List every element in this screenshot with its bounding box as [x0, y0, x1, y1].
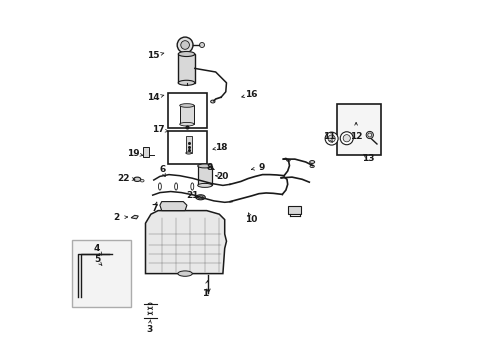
Polygon shape	[145, 211, 226, 274]
Text: 16: 16	[245, 90, 258, 99]
Bar	[168, 131, 206, 164]
Ellipse shape	[367, 133, 371, 137]
Circle shape	[199, 42, 204, 48]
Ellipse shape	[196, 195, 205, 200]
Text: 8: 8	[206, 163, 212, 172]
Circle shape	[177, 37, 193, 53]
Ellipse shape	[179, 122, 194, 126]
Bar	[179, 105, 194, 124]
Text: 20: 20	[216, 172, 228, 181]
Ellipse shape	[140, 180, 144, 182]
Text: 10: 10	[245, 215, 257, 224]
Bar	[72, 240, 131, 307]
Bar	[288, 206, 301, 214]
Ellipse shape	[198, 196, 203, 199]
Ellipse shape	[309, 161, 314, 163]
Text: 11: 11	[322, 132, 335, 141]
Circle shape	[181, 41, 189, 49]
Text: 1: 1	[202, 289, 207, 298]
Ellipse shape	[197, 184, 212, 187]
Ellipse shape	[286, 159, 289, 161]
Circle shape	[343, 135, 349, 142]
Bar	[178, 54, 194, 83]
Text: 13: 13	[362, 154, 374, 163]
Ellipse shape	[179, 104, 194, 107]
Text: 7: 7	[151, 204, 157, 213]
Bar	[142, 147, 148, 157]
Bar	[168, 93, 206, 128]
Text: 3: 3	[146, 325, 152, 334]
Ellipse shape	[185, 152, 191, 154]
Text: 4: 4	[94, 244, 100, 253]
Bar	[197, 166, 212, 185]
Ellipse shape	[178, 271, 192, 276]
Circle shape	[327, 135, 335, 142]
Text: 18: 18	[214, 143, 227, 152]
Text: 21: 21	[185, 192, 198, 200]
Circle shape	[325, 132, 337, 145]
Ellipse shape	[197, 164, 212, 168]
Ellipse shape	[178, 80, 194, 85]
Text: 6: 6	[159, 165, 165, 174]
Text: 14: 14	[147, 94, 160, 102]
Polygon shape	[160, 202, 186, 211]
Text: 17: 17	[152, 125, 165, 134]
Ellipse shape	[210, 100, 215, 103]
Circle shape	[340, 132, 352, 145]
Bar	[185, 136, 191, 153]
Text: 5: 5	[94, 256, 100, 264]
Text: 22: 22	[118, 174, 130, 183]
Text: 2: 2	[113, 213, 120, 222]
Polygon shape	[131, 215, 138, 219]
Bar	[337, 104, 381, 155]
Ellipse shape	[178, 51, 194, 57]
Ellipse shape	[366, 131, 373, 139]
Ellipse shape	[133, 177, 141, 181]
Text: 19: 19	[126, 149, 139, 158]
Text: 12: 12	[349, 132, 362, 141]
Ellipse shape	[309, 165, 314, 167]
Text: 9: 9	[258, 163, 264, 172]
Text: 15: 15	[147, 51, 160, 60]
